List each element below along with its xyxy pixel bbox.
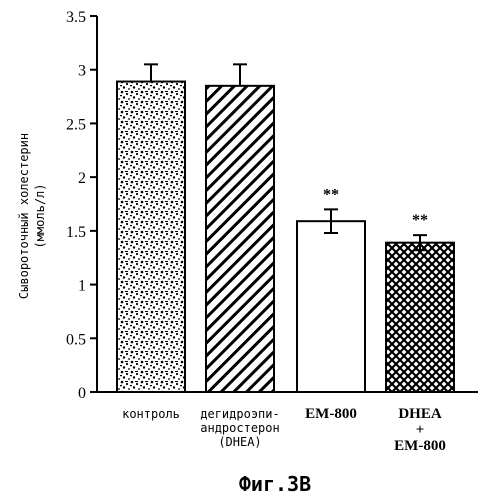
y-tick-label: 2.5 [66,116,86,133]
category-label: EM-800 [305,406,357,422]
bar [297,221,365,392]
category-label-line: контроль [122,407,180,421]
y-tick-label: 2 [78,170,86,187]
y-axis-label: Сывороточный холестерин(ммоль/л) [17,133,47,299]
y-tick-label: 1 [78,278,86,295]
category-label-line: андростерон [200,421,279,435]
significance-label: ** [323,186,339,203]
category-label-line: (DHEA) [218,435,261,449]
bar [117,82,185,392]
y-tick-label: 0 [78,385,86,402]
bar [206,86,274,392]
y-axis-label-line: (ммоль/л) [33,183,47,248]
category-label-line: DHEA [398,406,442,422]
y-tick-label: 1.5 [66,224,86,241]
figure-caption: Фиг.3В [239,472,311,496]
category-label: DHEA+EM-800 [394,406,446,454]
y-tick-label: 3 [78,63,86,80]
category-label-line: + [416,422,425,438]
y-tick-label: 3.5 [66,9,86,26]
bar [386,243,454,392]
significance-label: ** [412,212,428,229]
y-tick-label: 0.5 [66,331,86,348]
category-label: контроль [122,407,180,421]
category-label-line: EM-800 [305,406,357,422]
y-axis-label-line: Сывороточный холестерин [17,133,31,299]
category-label: дегидроэпи-андростерон(DHEA) [200,407,279,449]
category-label-line: дегидроэпи- [200,407,279,421]
category-label-line: EM-800 [394,438,446,454]
